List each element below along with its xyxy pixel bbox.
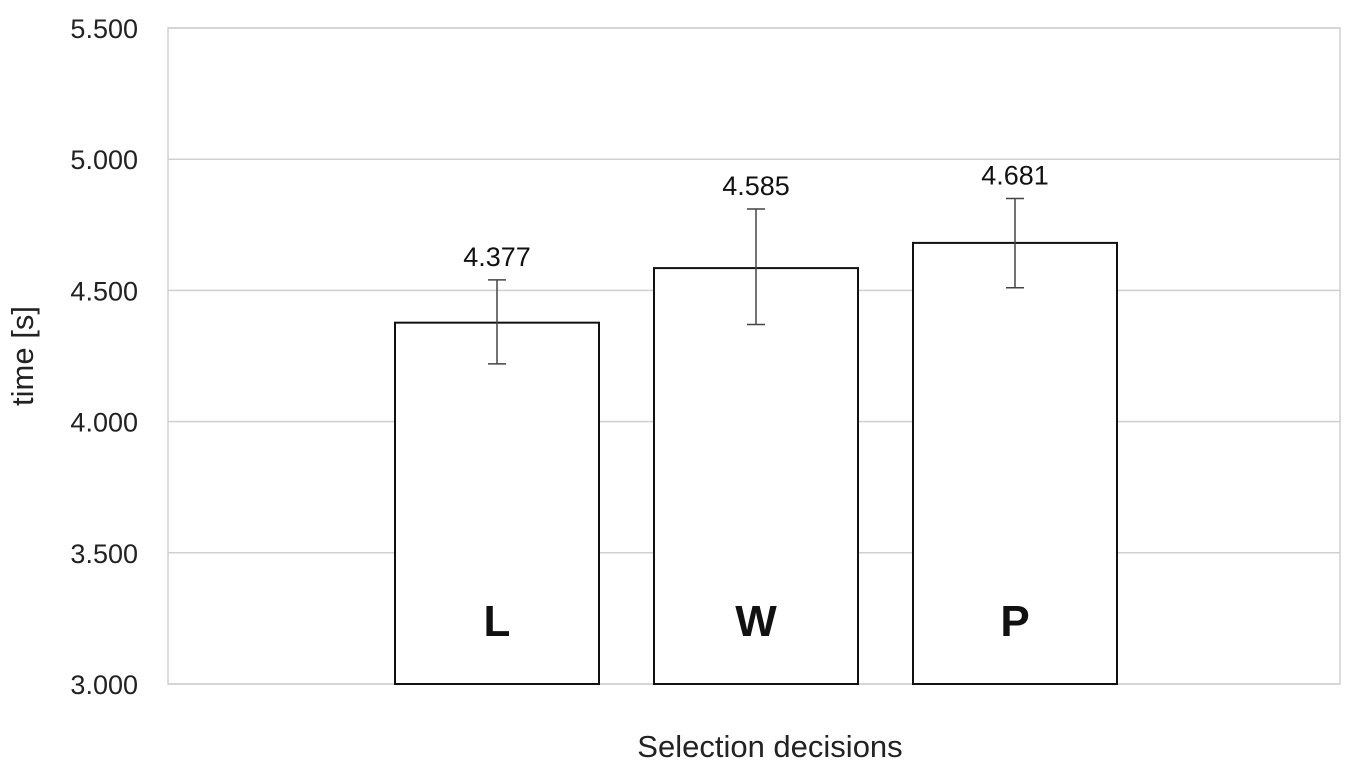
category-label: L — [484, 597, 511, 646]
bar-w — [653, 267, 859, 685]
data-label: 4.585 — [722, 171, 790, 201]
error-bar — [1006, 197, 1024, 289]
y-tick-labels: 3.000 3.500 4.000 4.500 5.000 5.500 — [70, 14, 138, 700]
x-axis-title: Selection decisions — [637, 729, 902, 764]
bars — [394, 241, 1118, 685]
error-bar — [747, 208, 765, 326]
y-tick-label: 3.500 — [70, 539, 138, 569]
y-tick-label: 4.500 — [70, 276, 138, 306]
data-label: 4.681 — [981, 161, 1049, 191]
data-labels: 4.377 4.585 4.681 — [463, 161, 1049, 272]
error-bars — [488, 197, 1024, 365]
bar-p — [912, 241, 1118, 685]
data-label: 4.377 — [463, 242, 531, 272]
y-tick-label: 4.000 — [70, 408, 138, 438]
category-label: W — [735, 597, 777, 646]
error-bar — [488, 279, 506, 365]
y-tick-label: 5.500 — [70, 14, 138, 44]
y-tick-label: 5.000 — [70, 145, 138, 175]
y-tick-label: 3.000 — [70, 670, 138, 700]
category-label: P — [1000, 597, 1029, 646]
y-axis-title: time [s] — [5, 306, 40, 406]
